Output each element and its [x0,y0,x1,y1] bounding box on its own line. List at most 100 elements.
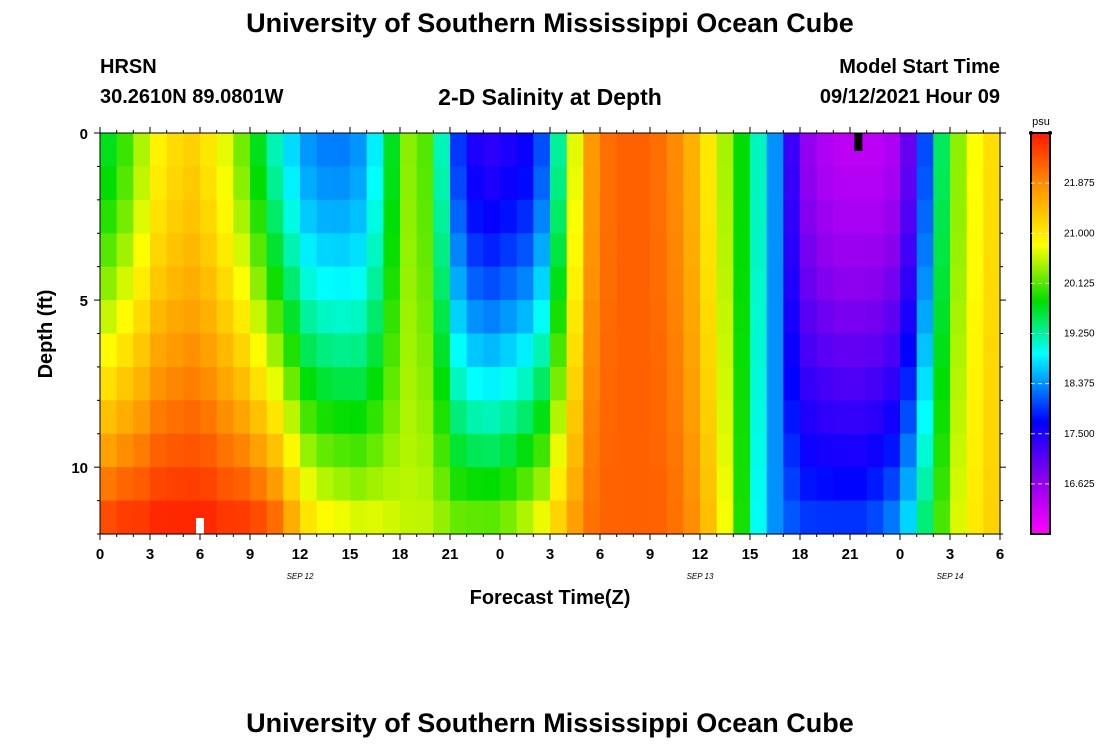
heatmap-cell [400,366,418,401]
heatmap-cell [700,133,718,168]
heatmap-cell [800,366,818,401]
heatmap-cell [516,300,534,335]
heatmap-cell [866,467,884,502]
x-tick-label: 3 [546,546,554,563]
heatmap-cell [933,433,951,468]
colorbar-label: 16.625 [1064,479,1095,490]
heatmap-cell [583,400,601,435]
heatmap-cell [216,400,234,435]
heatmap-cell [483,467,501,502]
heatmap-cell [333,400,351,435]
heatmap-cell [583,467,601,502]
heatmap-cell [233,300,251,335]
heatmap-cell [316,133,334,168]
heatmap-cell [533,467,551,502]
x-tick-label: 18 [792,546,809,563]
heatmap-cell [833,266,851,301]
heatmap-cell [216,266,234,301]
heatmap-cell [700,400,718,435]
heatmap-cell [583,166,601,201]
heatmap-cell [166,400,184,435]
heatmap-cell [233,199,251,234]
heatmap-cell [716,133,734,168]
heatmap-cell [566,433,584,468]
heatmap-cell [500,500,518,535]
heatmap-cell [366,467,384,502]
heatmap-cell [883,366,901,401]
heatmap-cell [650,400,668,435]
heatmap-cell [833,400,851,435]
heatmap-cell [533,133,551,168]
heatmap-cell [250,333,268,368]
heatmap-cell [800,166,818,201]
heatmap-cell [583,366,601,401]
heatmap-cell [650,300,668,335]
heatmap-cell [300,333,318,368]
heatmap-cell [100,266,118,301]
heatmap-cell [450,500,468,535]
chart-title: 2-D Salinity at Depth [438,84,662,110]
heatmap-cell [483,366,501,401]
heatmap-cell [666,467,684,502]
heatmap-cell [416,166,434,201]
heatmap-cell [700,366,718,401]
heatmap-cell [483,333,501,368]
heatmap-cell [700,467,718,502]
heatmap-cell [566,266,584,301]
heatmap-cell [433,433,451,468]
heatmap-cell [150,166,168,201]
heatmap-cell [916,133,934,168]
heatmap-cell [266,199,284,234]
heatmap-cell [200,300,218,335]
heatmap-cell [516,133,534,168]
heatmap-cell [316,166,334,201]
heatmap-cell [366,366,384,401]
heatmap-cell [250,433,268,468]
heatmap-cell [633,199,651,234]
x-tick-label: 3 [946,546,954,563]
heatmap-cell [516,266,534,301]
heatmap-cell [883,300,901,335]
heatmap-cell [150,199,168,234]
heatmap-cell [416,366,434,401]
heatmap-cell [533,400,551,435]
heatmap-cell [400,133,418,168]
heatmap-cell [516,500,534,535]
heatmap-cell [700,199,718,234]
heatmap-cell [133,333,151,368]
heatmap-cell [283,333,301,368]
heatmap-cell [950,133,968,168]
heatmap-cell [966,467,984,502]
heatmap-cell [466,300,484,335]
heatmap-cell [183,366,201,401]
heatmap-cell [116,300,134,335]
heatmap-cell [150,133,168,168]
heatmap-cell [683,199,701,234]
heatmap-cell [383,199,401,234]
heatmap-cell [566,166,584,201]
colorbar-label: 21.000 [1064,228,1095,239]
heatmap-cell [983,500,1001,535]
heatmap-cell [966,333,984,368]
heatmap-cell [983,366,1001,401]
heatmap-cell [266,400,284,435]
heatmap-cell [550,366,568,401]
date-label: SEP 13 [687,572,714,581]
heatmap-cell [300,166,318,201]
heatmap-cell [516,467,534,502]
heatmap-cell [766,333,784,368]
heatmap-cell [150,266,168,301]
heatmap-cell [533,500,551,535]
heatmap-cell [300,133,318,168]
heatmap-cell [450,467,468,502]
heatmap-cell [983,433,1001,468]
heatmap-cell [583,433,601,468]
heatmap-cell [216,133,234,168]
heatmap-cell [166,133,184,168]
heatmap-cell [983,133,1001,168]
heatmap-cell [566,400,584,435]
heatmap-cell [916,467,934,502]
heatmap-cell [233,500,251,535]
date-label: SEP 12 [287,572,314,581]
heatmap-cell [316,233,334,268]
